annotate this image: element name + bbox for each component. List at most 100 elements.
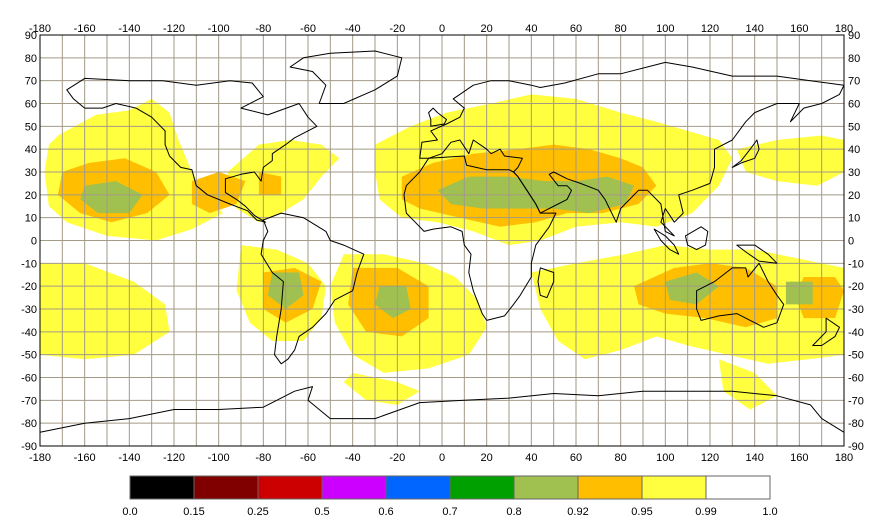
antarctica-coastline <box>39 386 845 447</box>
legend-swatch <box>641 475 707 500</box>
y-tick-label-right: -60 <box>848 373 864 385</box>
y-tick-label-left: 60 <box>25 99 37 111</box>
x-tick-label-bottom: 100 <box>656 452 674 464</box>
y-tick-label-left: 50 <box>25 121 37 133</box>
legend-value-label: 0.25 <box>247 506 268 518</box>
y-tick-label-right: -80 <box>848 418 864 430</box>
x-tick-label-top: -60 <box>300 23 316 35</box>
x-tick-label-top: -20 <box>389 23 405 35</box>
x-tick-label-top: 40 <box>525 23 537 35</box>
x-tick-label-bottom: 60 <box>570 452 582 464</box>
colorbar-legend: 0.0 0.15 0.25 0.5 0.6 0.7 0.8 0.92 0.95 0.99 1.0 <box>122 475 778 518</box>
y-tick-label-left: 10 <box>25 213 37 225</box>
x-tick-label-bottom: -100 <box>208 452 230 464</box>
legend-value-label: 0.0 <box>122 506 137 518</box>
map-frame <box>39 34 845 447</box>
y-tick-label-left: 0 <box>31 236 37 248</box>
tick-labels: -180-180-160-160-140-140-120-120-100-100… <box>21 23 864 464</box>
y-tick-label-right: 90 <box>848 30 860 42</box>
sumatra-coastline <box>653 228 680 255</box>
x-tick-label-bottom: -40 <box>345 452 361 464</box>
x-tick-label-top: 100 <box>656 23 674 35</box>
new-guinea-coastline <box>736 244 778 264</box>
yellow-field-region <box>40 263 170 360</box>
y-tick-label-right: 80 <box>848 53 860 65</box>
x-tick-label-bottom: -60 <box>300 452 316 464</box>
x-tick-label-top: 60 <box>570 23 582 35</box>
australia-coastline <box>696 262 785 328</box>
europe-asia-coastline <box>419 61 845 237</box>
y-tick-label-left: -30 <box>21 304 37 316</box>
madagascar-coastline <box>537 267 555 299</box>
green-field-region <box>665 272 719 305</box>
orange-field-region <box>258 172 282 195</box>
yellow-field-region <box>343 372 420 405</box>
y-tick-label-right: -50 <box>848 350 864 362</box>
legend-swatch <box>705 475 771 500</box>
y-tick-label-left: 40 <box>25 144 37 156</box>
x-tick-label-bottom: 20 <box>481 452 493 464</box>
x-tick-label-top: -140 <box>118 23 140 35</box>
x-tick-label-bottom: 160 <box>790 452 808 464</box>
africa-coastline <box>403 155 557 321</box>
y-tick-label-left: -10 <box>21 258 37 270</box>
legend-value-label: 1.0 <box>762 506 777 518</box>
x-tick-label-top: 160 <box>790 23 808 35</box>
x-tick-label-top: 140 <box>745 23 763 35</box>
x-tick-label-bottom: -80 <box>255 452 271 464</box>
x-tick-label-top: 0 <box>439 23 445 35</box>
yellow-field-region <box>718 359 777 410</box>
y-tick-label-right: -40 <box>848 327 864 339</box>
graticule-grid <box>39 34 845 447</box>
legend-swatch <box>129 475 195 500</box>
x-tick-label-top: -100 <box>208 23 230 35</box>
legend-swatch <box>577 475 643 500</box>
south-america-coastline <box>260 212 365 365</box>
green-field-region <box>375 286 411 319</box>
y-tick-label-left: 20 <box>25 190 37 202</box>
y-tick-label-left: -70 <box>21 395 37 407</box>
x-tick-label-bottom: -160 <box>74 452 96 464</box>
legend-value-label: 0.7 <box>442 506 457 518</box>
legend-value-label: 0.92 <box>567 506 588 518</box>
x-tick-label-top: -120 <box>163 23 185 35</box>
x-tick-label-bottom: -20 <box>389 452 405 464</box>
legend-swatch <box>257 475 323 500</box>
legend-value-label: 0.5 <box>314 506 329 518</box>
y-tick-label-right: 30 <box>848 167 860 179</box>
legend-value-label: 0.6 <box>378 506 393 518</box>
y-tick-label-right: 10 <box>848 213 860 225</box>
x-tick-label-top: -160 <box>74 23 96 35</box>
coastline-layer <box>39 50 845 447</box>
japan-coastline <box>731 139 760 168</box>
y-tick-label-left: -50 <box>21 350 37 362</box>
x-tick-label-bottom: 40 <box>525 452 537 464</box>
x-tick-label-bottom: 140 <box>745 452 763 464</box>
y-tick-label-left: -80 <box>21 418 37 430</box>
x-tick-label-top: 120 <box>701 23 719 35</box>
x-tick-label-top: 80 <box>615 23 627 35</box>
legend-swatch <box>385 475 451 500</box>
y-tick-label-right: -30 <box>848 304 864 316</box>
green-field-region <box>80 181 143 214</box>
x-tick-label-top: 20 <box>481 23 493 35</box>
x-tick-label-top: -40 <box>345 23 361 35</box>
x-tick-label-top: 180 <box>835 23 853 35</box>
new-zealand-coastline <box>812 317 840 346</box>
y-tick-label-right: 50 <box>848 121 860 133</box>
y-tick-label-right: -70 <box>848 395 864 407</box>
y-tick-label-right: 0 <box>848 236 854 248</box>
y-tick-label-left: 80 <box>25 53 37 65</box>
yellow-field-region <box>736 135 844 186</box>
y-tick-label-right: 40 <box>848 144 860 156</box>
x-tick-label-bottom: 180 <box>835 452 853 464</box>
uk-coastline <box>428 107 447 127</box>
legend-value-label: 0.99 <box>695 506 716 518</box>
north-america-coastline <box>66 77 318 223</box>
x-tick-label-bottom: 0 <box>439 452 445 464</box>
x-tick-label-bottom: -120 <box>163 452 185 464</box>
y-tick-label-left: -90 <box>21 441 37 453</box>
legend-value-label: 0.15 <box>183 506 204 518</box>
